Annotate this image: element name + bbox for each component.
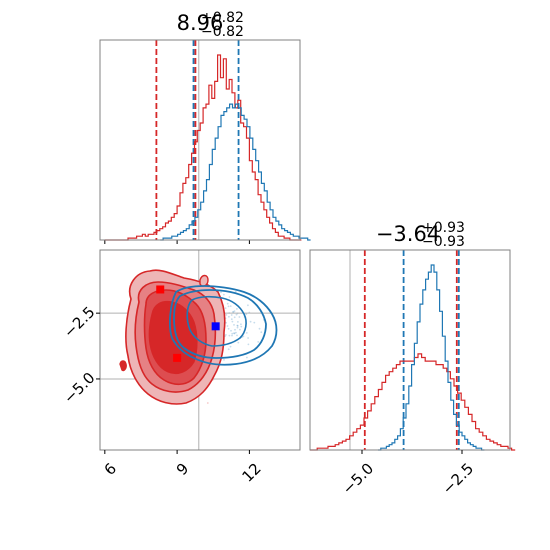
red-contour-island <box>119 360 127 372</box>
scatter-point-blue <box>257 341 260 343</box>
scatter-point-blue <box>228 296 231 298</box>
scatter-point-blue <box>233 316 236 319</box>
scatter-point-blue <box>227 327 230 330</box>
x-title-value: 8.96 <box>177 11 224 35</box>
scatter-point-blue <box>240 325 243 328</box>
scatter-point-red <box>206 402 209 404</box>
joint-x-tick-label-0: 6 <box>101 460 120 479</box>
joint-markers <box>156 285 220 362</box>
scatter-point-blue <box>233 310 236 312</box>
scatter-point-blue <box>227 305 230 308</box>
y-title-value: −3.64 <box>376 222 440 246</box>
y-marginal-title: −3.64 <box>376 222 440 246</box>
scatter-point-blue <box>249 320 252 323</box>
scatter-point-blue <box>234 328 236 331</box>
scatter-point-blue <box>224 307 227 309</box>
y-histogram-red <box>310 353 516 451</box>
red-contour-island-2 <box>199 274 209 287</box>
x-title-minus: −0.82 <box>201 24 244 40</box>
y-marginal-x-ticks: −5.0 −2.5 <box>339 450 477 498</box>
scatter-point-blue <box>225 321 228 324</box>
scatter-point-blue <box>232 311 234 313</box>
joint-contour-panel: 6 9 12 −2.5 −5.0 <box>60 249 301 486</box>
y-title-plus: +0.93 <box>422 220 465 236</box>
scatter-point-blue <box>236 334 238 337</box>
scatter-point-blue <box>231 320 234 323</box>
joint-x-tick-label-1: 9 <box>173 460 192 479</box>
y-histogram-blue <box>378 264 485 451</box>
scatter-point-blue <box>237 321 239 323</box>
y-marginal-x-tick-label-0: −5.0 <box>339 460 377 498</box>
scatter-point-blue <box>229 345 232 348</box>
scatter-point-blue <box>231 334 233 337</box>
blue-contour-core <box>186 295 247 347</box>
scatter-point-blue <box>245 313 248 316</box>
scatter-point-blue <box>242 335 245 338</box>
y-marginal-x-tick-label-1: −2.5 <box>439 460 477 498</box>
scatter-point-blue <box>229 305 232 307</box>
scatter-point-blue <box>237 341 240 344</box>
scatter-point-blue <box>236 308 238 310</box>
scatter-point-blue <box>225 314 228 316</box>
blue-contour-inner <box>173 289 267 359</box>
scatter-point-blue <box>230 329 232 332</box>
x-histogram-red <box>104 54 302 241</box>
scatter-point-blue <box>240 323 242 326</box>
scatter-point-blue <box>230 314 233 316</box>
x-title-plus: +0.82 <box>201 10 244 26</box>
blue-contour-outer <box>169 285 278 366</box>
scatter-point-blue <box>238 316 241 318</box>
x-marginal-frame <box>99 39 301 241</box>
scatter-point-blue <box>236 324 239 327</box>
scatter-point-blue <box>247 304 249 307</box>
scatter-point-blue <box>223 293 225 296</box>
scatter-point-blue <box>233 332 236 335</box>
scatter-point-blue <box>233 324 235 326</box>
red-marker-0 <box>156 285 165 294</box>
scatter-point-blue <box>233 332 235 334</box>
scatter-point-blue <box>220 291 222 294</box>
scatter-point-blue <box>260 331 263 334</box>
scatter-point-blue <box>239 328 241 331</box>
joint-y-ticks: −2.5 −5.0 <box>60 303 100 407</box>
x-marginal-title: 8.96 <box>177 11 224 35</box>
joint-y-tick-label-1: −5.0 <box>60 369 98 407</box>
y-marginal-histogram: −5.0 −2.5 −3.64 +0.93 −0.93 <box>309 220 516 498</box>
scatter-point-blue <box>258 327 261 330</box>
y-marginal-frame <box>309 249 511 451</box>
scatter-point-blue <box>226 325 229 327</box>
scatter-point-blue <box>235 331 237 334</box>
scatter-point-blue <box>225 334 227 336</box>
scatter-point-blue <box>228 334 231 337</box>
scatter-point-blue <box>253 321 256 324</box>
scatter-point-blue <box>236 326 239 329</box>
scatter-point-blue <box>236 325 239 327</box>
joint-x-ticks: 6 9 12 <box>101 450 265 486</box>
scatter-point-blue <box>227 348 230 351</box>
scatter-point-blue <box>230 318 233 321</box>
scatter-point-blue <box>223 359 225 361</box>
scatter-point-blue <box>247 343 250 346</box>
scatter-point-blue <box>246 356 248 359</box>
joint-x-tick-label-2: 12 <box>238 460 264 486</box>
scatter-point-blue <box>226 302 229 305</box>
joint-frame <box>99 249 301 451</box>
red-marker-1 <box>173 353 182 362</box>
x-marginal-histogram: 8.96 +0.82 −0.82 <box>99 10 311 244</box>
y-title-minus: −0.93 <box>422 234 465 250</box>
scatter-point-blue <box>247 337 250 339</box>
joint-y-tick-label-0: −2.5 <box>60 303 98 341</box>
scatter-point-blue <box>231 332 234 335</box>
x-histogram-blue <box>160 103 311 241</box>
x-quantile-lines <box>104 40 250 244</box>
blue-marker-0 <box>211 322 220 331</box>
scatter-point-blue <box>228 315 230 318</box>
scatter-point-blue <box>245 332 248 334</box>
scatter-point-blue <box>235 313 238 316</box>
scatter-point-blue <box>234 290 237 293</box>
